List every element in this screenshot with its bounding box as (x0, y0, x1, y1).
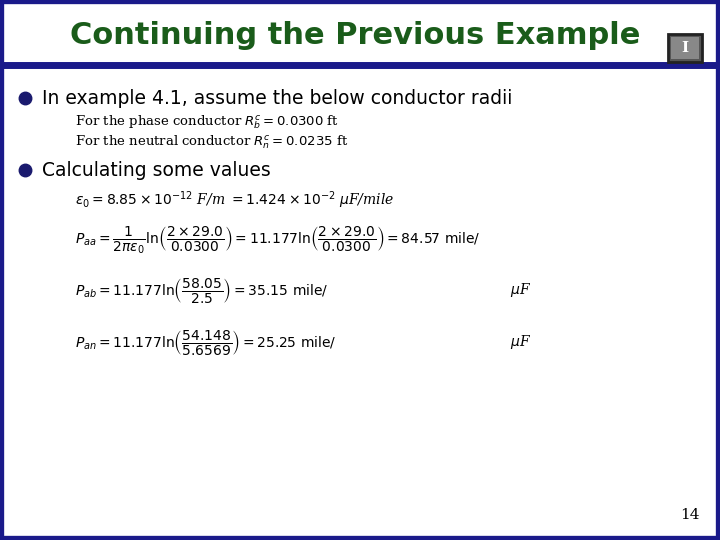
Text: $P_{an} = 11.177\ln\!\left(\dfrac{54.148}{5.6569}\right) = 25.25\ \mathrm{mile/}: $P_{an} = 11.177\ln\!\left(\dfrac{54.148… (75, 327, 337, 356)
Bar (668, 34, 702, 62)
Text: For the neutral conductor $R_n^c = 0.0235$ ft: For the neutral conductor $R_n^c = 0.023… (75, 133, 348, 151)
Text: I: I (681, 41, 688, 55)
Text: $\mu$F: $\mu$F (510, 281, 531, 299)
Text: 14: 14 (680, 508, 700, 522)
Bar (671, 37, 699, 59)
Bar (4, 4, 716, 62)
Text: Calculating some values: Calculating some values (42, 160, 271, 179)
Text: $\mu$F: $\mu$F (510, 333, 531, 351)
Text: In example 4.1, assume the below conductor radii: In example 4.1, assume the below conduct… (42, 89, 513, 107)
Text: For the phase conductor $R_b^c = 0.0300$ ft: For the phase conductor $R_b^c = 0.0300$… (75, 113, 339, 131)
Text: $\varepsilon_0 = 8.85\times\mathit{10}^{-12}$ F/m $= 1.424\times\mathit{10}^{-2}: $\varepsilon_0 = 8.85\times\mathit{10}^{… (75, 189, 394, 211)
Text: $P_{aa} = \dfrac{1}{2\pi\varepsilon_0}\ln\!\left(\dfrac{2\times 29.0}{0.0300}\ri: $P_{aa} = \dfrac{1}{2\pi\varepsilon_0}\l… (75, 224, 481, 256)
Text: Continuing the Previous Example: Continuing the Previous Example (70, 21, 640, 50)
Text: $P_{ab} = 11.177\ln\!\left(\dfrac{58.05}{2.5}\right) = 35.15\ \mathrm{mile/}$: $P_{ab} = 11.177\ln\!\left(\dfrac{58.05}… (75, 275, 328, 305)
